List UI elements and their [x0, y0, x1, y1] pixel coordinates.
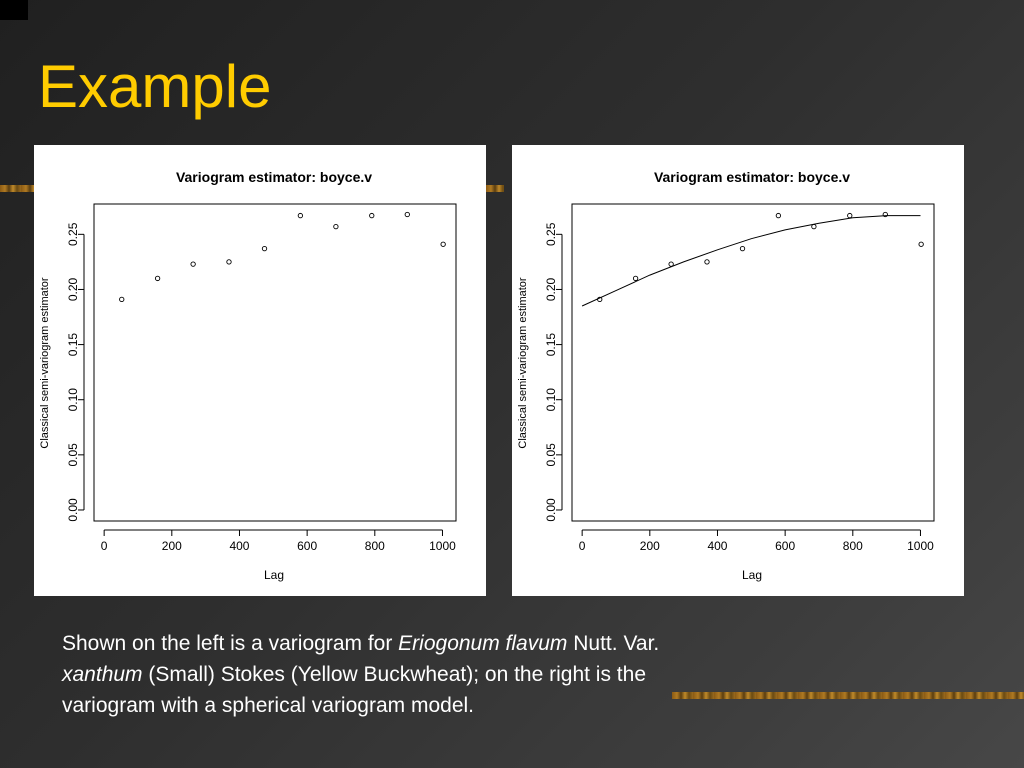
accent-stripe-left [0, 185, 34, 192]
y-tick-label: 0.10 [544, 388, 558, 412]
variogram-plot-spherical-model: Variogram estimator: boyce.v 0 200 400 600 80… [517, 169, 935, 582]
data-point [154, 275, 161, 282]
x-axis-label: Lag [264, 568, 284, 582]
data-point [119, 296, 125, 303]
y-tick-label: 0.15 [544, 333, 558, 357]
caption-variety-name: xanthum [62, 663, 143, 686]
corner-mark [0, 0, 28, 20]
plot-frame [571, 203, 935, 522]
x-tick-label: 0 [579, 539, 586, 553]
x-tick-label: 200 [162, 539, 182, 553]
caption-text-3: (Small) Stokes (Yellow Buckwheat); on th… [142, 663, 646, 686]
y-tick-label: 0.05 [66, 443, 80, 467]
y-axis-label: Classical semi-variogram estimator [517, 277, 529, 448]
caption-text-4: variogram with a spherical variogram mod… [62, 694, 474, 717]
caption-species-name: Eriogonum flavum [398, 632, 568, 655]
data-point [882, 211, 888, 218]
y-tick-label: 0.05 [544, 443, 558, 467]
variogram-chart-spherical-model: Variogram estimator: boyce.v 0 200 400 600 80… [512, 145, 964, 596]
x-axis-label: Lag [742, 568, 762, 582]
data-point [597, 296, 603, 303]
chart-title: Variogram estimator: boyce.v [176, 169, 372, 185]
plot-frame [93, 203, 457, 522]
accent-stripe-right [672, 692, 1024, 699]
data-point [261, 246, 268, 252]
x-tick-label: 600 [297, 539, 317, 553]
accent-stripe-middle [486, 185, 504, 192]
y-tick-label: 0.00 [544, 498, 558, 522]
data-point [440, 241, 446, 247]
variogram-plot-empirical: Variogram estimator: boyce.v 0 200 400 600 80… [39, 169, 457, 582]
data-point [369, 212, 375, 219]
data-point [739, 246, 746, 252]
data-point [632, 275, 639, 282]
x-tick-label: 800 [843, 539, 863, 553]
data-point [297, 212, 304, 219]
y-tick-label: 0.20 [66, 277, 80, 301]
data-point [190, 261, 196, 267]
data-point [775, 212, 782, 219]
y-tick-label: 0.25 [66, 222, 80, 246]
y-axis-label: Classical semi-variogram estimator [39, 277, 51, 448]
chart-title: Variogram estimator: boyce.v [654, 169, 850, 185]
data-point [811, 223, 817, 230]
spherical-model-curve [581, 215, 921, 307]
x-tick-label: 200 [640, 539, 660, 553]
slide-title: Example [38, 53, 272, 120]
data-point [668, 261, 674, 267]
data-point [404, 211, 410, 218]
caption-text-2: Nutt. Var. [567, 632, 660, 655]
y-tick-label: 0.20 [544, 277, 558, 301]
data-point [226, 259, 232, 265]
x-tick-label: 400 [707, 539, 727, 553]
caption-text-1: Shown on the left is a variogram for [62, 632, 399, 655]
slide-caption: Shown on the left is a variogram for Eri… [62, 628, 822, 721]
data-point [333, 223, 339, 230]
x-tick-label: 400 [229, 539, 249, 553]
y-tick-label: 0.15 [66, 333, 80, 357]
x-tick-label: 600 [775, 539, 795, 553]
y-tick-label: 0.00 [66, 498, 80, 522]
y-tick-label: 0.25 [544, 222, 558, 246]
data-point [704, 259, 710, 265]
data-point [918, 241, 924, 247]
x-tick-label: 1000 [429, 539, 456, 553]
x-tick-label: 800 [365, 539, 385, 553]
y-tick-label: 0.10 [66, 388, 80, 412]
x-tick-label: 0 [101, 539, 108, 553]
data-point [847, 212, 853, 219]
variogram-chart-empirical: Variogram estimator: boyce.v 0 200 400 600 80… [34, 145, 486, 596]
x-tick-label: 1000 [907, 539, 934, 553]
